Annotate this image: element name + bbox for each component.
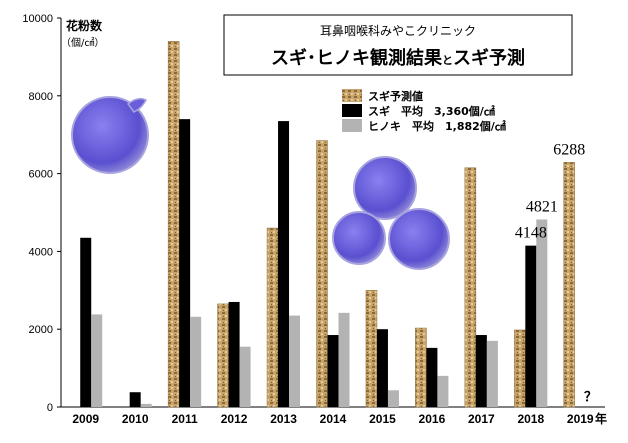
y-tick-label: 0 — [47, 402, 53, 414]
bar-hinoki-2012 — [239, 346, 251, 407]
bar-sugi-2015 — [376, 329, 388, 407]
bar-hinoki-2011 — [190, 316, 202, 407]
x-tick-label-2016: 2016 — [419, 412, 446, 426]
x-tick-label-2010: 2010 — [122, 412, 149, 426]
y-tick-label: 8000 — [29, 91, 53, 103]
x-tick-label-2015: 2015 — [369, 412, 396, 426]
bar-forecast-2014 — [316, 140, 328, 408]
bar-forecast-2012 — [217, 303, 229, 408]
bar-hinoki-2014 — [338, 312, 350, 407]
bars — [80, 41, 576, 408]
legend: スギ予測値 スギ 平均 3,360個/㎠ ヒノキ 平均 1,882個/㎠ — [342, 89, 506, 133]
bar-forecast-2018 — [514, 329, 526, 408]
legend-swatch-hinoki — [342, 119, 362, 132]
y-tick-label: 2000 — [29, 324, 53, 336]
title-box: 耳鼻咽喉科みやこクリニック スギ･ヒノキ観測結果とスギ予測 — [223, 14, 573, 76]
title-connector: と — [442, 54, 453, 67]
data-labels: 4148 4821 6288 — [515, 141, 585, 241]
pollen-grain-single-icon — [71, 96, 149, 174]
bar-hinoki-2010 — [140, 403, 152, 407]
bar-sugi-2009 — [80, 237, 92, 407]
bar-hinoki-2009 — [91, 314, 103, 407]
x-tick-label-2009: 2009 — [72, 412, 99, 426]
y-tick-label: 10000 — [22, 13, 53, 25]
bar-hinoki-2018 — [536, 219, 548, 407]
bar-sugi-2017 — [475, 335, 487, 407]
y-tick-labels: 0 2000 4000 6000 8000 10000 — [22, 13, 61, 414]
data-label-hinoki-2018: 4821 — [526, 198, 558, 215]
x-tick-label-2011: 2011 — [172, 412, 198, 426]
x-tick-label-2012: 2012 — [221, 412, 248, 426]
pollen-grain-cluster-icon — [332, 156, 450, 270]
bar-forecast-2011 — [167, 41, 180, 408]
bar-sugi-2012 — [228, 301, 240, 407]
bar-forecast-2017 — [464, 167, 477, 408]
legend-label-forecast: スギ予測値 — [368, 89, 423, 103]
bar-forecast-2013 — [266, 227, 279, 408]
chart-title: スギ･ヒノキ観測結果とスギ予測 — [271, 47, 525, 69]
y-unit-sub-label: （個/㎠） — [61, 36, 104, 49]
bar-hinoki-2015 — [387, 390, 399, 407]
bar-forecast-2015 — [365, 290, 378, 408]
bar-sugi-2010 — [129, 392, 141, 407]
title-part-a: スギ･ヒノキ観測結果 — [271, 47, 443, 69]
legend-swatch-forecast — [342, 89, 362, 102]
bar-sugi-2011 — [179, 119, 191, 407]
bar-hinoki-2016 — [437, 375, 449, 407]
data-label-forecast-2019: 6288 — [553, 141, 585, 158]
x-tick-label-2013: 2013 — [270, 412, 297, 426]
x-tick-labels: 2009 2010 2011 2012 2013 2014 2015 2016 2017 2018… — [72, 412, 594, 426]
y-tick-label: 6000 — [29, 169, 53, 181]
x-tick-label-2019: 2019 — [567, 412, 594, 426]
data-label-sugi-2018: 4148 — [515, 225, 547, 242]
bar-sugi-2014 — [327, 335, 339, 407]
bar-sugi-2016 — [426, 347, 438, 407]
x-tick-label-2017: 2017 — [468, 412, 495, 426]
y-tick-label: 4000 — [29, 246, 53, 258]
y-unit-label: 花粉数 — [66, 18, 103, 33]
x-tick-label-2018: 2018 — [517, 412, 544, 426]
clinic-name: 耳鼻咽喉科みやこクリニック — [320, 23, 476, 38]
bar-sugi-2018 — [525, 245, 537, 407]
bar-forecast-2019 — [563, 162, 576, 408]
bar-hinoki-2013 — [289, 315, 301, 407]
x-tick-label-2014: 2014 — [320, 412, 347, 426]
title-part-b: スギ予測 — [453, 47, 525, 69]
legend-label-hinoki: ヒノキ 平均 1,882個/㎠ — [368, 119, 506, 133]
legend-swatch-sugi — [342, 104, 362, 117]
bar-sugi-2013 — [278, 121, 290, 408]
year-suffix: 年 — [595, 411, 607, 426]
unknown-mark: ？ — [584, 390, 597, 405]
bar-forecast-2016 — [415, 327, 427, 408]
bar-hinoki-2017 — [486, 340, 498, 407]
legend-label-sugi: スギ 平均 3,360個/㎠ — [368, 104, 495, 118]
